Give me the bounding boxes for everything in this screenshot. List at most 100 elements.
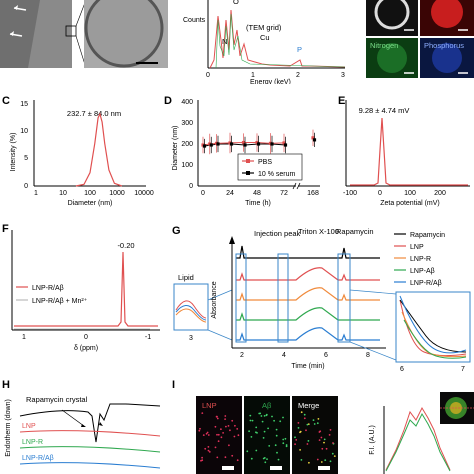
eds-peak-o: O	[233, 0, 239, 6]
g-rapamycin-label: Rapamycin	[336, 227, 374, 236]
svg-text:5: 5	[24, 155, 28, 162]
panel-label-e: E	[338, 95, 345, 107]
svg-text:10000: 10000	[134, 190, 154, 197]
svg-text:1000: 1000	[109, 190, 125, 197]
i-dot	[206, 431, 209, 434]
i-dot	[201, 456, 204, 459]
i-dot	[313, 423, 316, 425]
i-dot	[303, 413, 306, 416]
i-dot	[224, 418, 227, 420]
i-dot	[320, 436, 323, 439]
i-dot	[265, 414, 268, 417]
e-xticks: -100 0 100 200	[343, 190, 446, 197]
i-dot	[300, 459, 303, 461]
i-dot	[236, 459, 239, 462]
g-inset-left-tick: 3	[189, 335, 193, 342]
eds-peak-p: P	[297, 45, 302, 54]
c-size-distribution-curve	[75, 112, 123, 187]
panel-label-h: H	[2, 379, 10, 391]
i-dot	[282, 416, 284, 419]
svg-text:100: 100	[181, 162, 193, 169]
h-rapamycin-trace	[19, 403, 161, 443]
i-dot	[199, 427, 201, 430]
svg-text:0: 0	[84, 334, 88, 341]
i-dot	[317, 418, 320, 420]
i-dot	[325, 447, 328, 450]
i-dot	[275, 428, 278, 431]
panel-label-d: D	[164, 95, 172, 107]
i-dot	[277, 458, 280, 461]
i-dot	[259, 412, 262, 415]
i-dot	[249, 419, 252, 422]
i-dot	[217, 433, 220, 436]
svg-text:0: 0	[378, 190, 382, 197]
i-dot	[294, 436, 296, 439]
panel-e: E -100 0 100 200 Zeta potential (mV) 9.2…	[338, 95, 470, 207]
map-label-phosphorus: Phosphorus	[424, 41, 464, 50]
g-xlabel: Time (min)	[291, 363, 324, 370]
i-dot	[271, 415, 273, 418]
i-dot	[216, 456, 219, 459]
svg-text:6: 6	[324, 352, 328, 359]
svg-text:LNP-R: LNP-R	[410, 256, 431, 263]
svg-text:168: 168	[307, 190, 319, 197]
d-point	[216, 142, 220, 146]
d-legend-serum: 10 % serum	[258, 171, 296, 178]
svg-text:48: 48	[253, 190, 261, 197]
c-annotation: 232.7 ± 84.0 nm	[67, 109, 121, 118]
eds-xticks: 0 1 2 3	[206, 72, 345, 79]
panel-f: F -0.20 LNP-R/Aβ LNP-R/Aβ + Mn²⁺ 1 0 -1 …	[2, 223, 160, 352]
i-dot	[220, 428, 222, 431]
g-inset-right-tick-6: 6	[400, 366, 404, 373]
svg-text:300: 300	[181, 120, 193, 127]
i-dot	[284, 437, 287, 440]
i-dot	[225, 425, 227, 428]
i-dot	[231, 419, 234, 422]
e-annotation: 9.28 ± 4.74 mV	[359, 106, 410, 115]
i-dot	[262, 457, 265, 460]
svg-text:8: 8	[366, 352, 370, 359]
d-legend-pbs: PBS	[258, 159, 272, 166]
g-trace-4	[236, 327, 380, 341]
g-lipid-label: Lipid	[178, 273, 194, 282]
d-point	[283, 143, 288, 147]
i-dot	[263, 415, 266, 417]
g-trace-0	[236, 245, 380, 259]
i-dot	[306, 443, 309, 445]
svg-text:10: 10	[59, 190, 67, 197]
i-dot	[249, 414, 252, 417]
i-dot	[299, 430, 302, 433]
g-inset-right-tick-7: 7	[461, 366, 465, 373]
i-dot	[263, 430, 266, 433]
i-dot	[205, 432, 208, 435]
d-yticks: 0 100 200 300 400	[181, 99, 193, 190]
g-chromatograms	[236, 245, 380, 341]
c-yticks: 0 5 10 15	[20, 101, 28, 190]
g-injection-label: Injection peak	[254, 229, 301, 238]
i-dot	[316, 458, 319, 461]
i-dot	[275, 434, 278, 437]
svg-text:-100: -100	[343, 190, 357, 197]
i-dot	[319, 430, 322, 433]
i-dot	[207, 446, 210, 448]
svg-text:15: 15	[20, 101, 28, 108]
i-dot	[320, 461, 323, 463]
svg-text:1: 1	[34, 190, 38, 197]
svg-text:1: 1	[251, 72, 255, 79]
h-label-lnp: LNP	[22, 423, 36, 430]
d-xlabel: Time (h)	[245, 200, 271, 207]
panel-i: I LNP Aβ Merge F.I. (A.U.)	[172, 379, 474, 474]
i-dot	[246, 450, 249, 453]
i-dot	[250, 457, 253, 460]
eds-peak-n: N	[222, 37, 227, 46]
panel-a: Counts O N (TEM grid) Cu P 0 1 2 3 Energ…	[0, 0, 474, 84]
d-point	[243, 143, 247, 147]
arrow-icon	[10, 5, 18, 36]
h-annotation: Rapamycin crystal	[26, 395, 88, 404]
i-label-lnp: LNP	[202, 401, 217, 410]
d-legend: PBS 10 % serum	[237, 153, 303, 181]
d-point	[311, 136, 315, 140]
i-dot	[285, 444, 288, 446]
svg-text:Rapamycin: Rapamycin	[410, 232, 445, 239]
svg-text:2: 2	[296, 72, 300, 79]
